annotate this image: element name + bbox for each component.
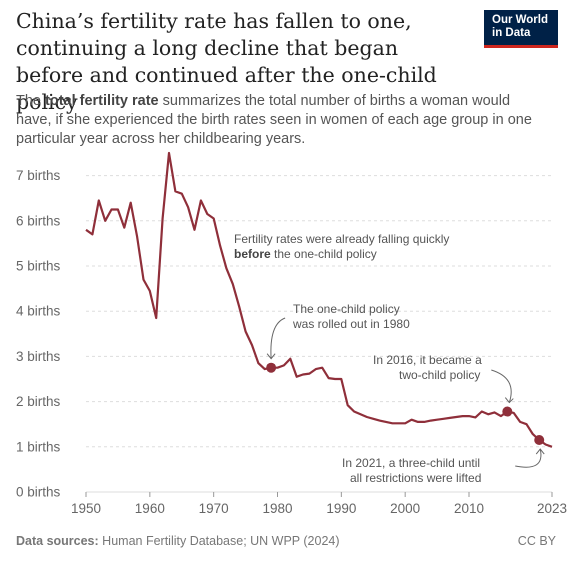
annotation-one-child-line1: The one-child policy	[293, 302, 400, 316]
y-axis-tick-labels: 0 births 1 births 2 births 3 births 4 births…	[16, 168, 61, 499]
annotation-before-line1: Fertility rates were already falling qui…	[234, 232, 449, 246]
x-tick-label: 2000	[390, 501, 420, 516]
chart-subtitle: The total fertility rate summarizes the …	[16, 92, 536, 149]
x-tick-label: 2023	[537, 501, 567, 516]
owid-logo[interactable]: Our World in Data	[484, 10, 558, 48]
y-tick-label: 4 births	[16, 304, 61, 319]
annotation-arrow	[504, 397, 514, 404]
grid-lines	[85, 175, 553, 497]
y-tick-label: 1 births	[16, 439, 61, 454]
highlight-marker[interactable]	[266, 362, 277, 373]
x-axis-tick-labels: 1950 1960 1970 1980 1990 2000 2010 2023	[71, 501, 567, 516]
annotation-arrow	[491, 369, 512, 403]
logo-line-1: Our World	[492, 14, 549, 26]
y-tick-label: 5 births	[16, 259, 61, 274]
annotation-two-child-line2: two-child policy	[399, 368, 480, 382]
highlight-marker[interactable]	[502, 406, 513, 417]
highlight-markers	[266, 362, 545, 446]
y-tick-label: 6 births	[16, 213, 61, 228]
sources-text[interactable]: Human Fertility Database; UN WPP (2024)	[102, 534, 340, 548]
annotation-arrow	[270, 317, 286, 359]
annotation-arrow	[535, 448, 545, 455]
annotation-arrow	[266, 353, 276, 360]
y-tick-label: 3 births	[16, 349, 61, 364]
sources-label: Data sources:	[16, 534, 99, 548]
annotation-one-child-line2: was rolled out in 1980	[292, 317, 410, 331]
x-tick-label: 2010	[454, 501, 484, 516]
annotation-before-line2: before the one-child policy	[234, 247, 377, 261]
subtitle-pre: The	[16, 93, 46, 109]
x-tick-label: 1980	[262, 501, 292, 516]
chart-footer: Data sources: Human Fertility Database; …	[16, 534, 556, 548]
series-line-fertility-rate[interactable]	[85, 151, 553, 448]
highlight-marker[interactable]	[534, 435, 545, 446]
annotation-three-child-line2: all restrictions were lifted	[350, 471, 481, 485]
annotation-two-child-line1: In 2016, it became a	[373, 353, 482, 367]
subtitle-bold: total fertility rate	[45, 93, 159, 109]
y-tick-label: 2 births	[16, 394, 61, 409]
y-tick-label: 7 births	[16, 168, 61, 183]
chart-title: China’s fertility rate has fallen to one…	[16, 9, 437, 114]
x-tick-label: 1960	[135, 501, 165, 516]
annotation-arrow	[515, 448, 542, 468]
subtitle-post: summarizes the total number of births a …	[16, 93, 532, 147]
x-tick-label: 1990	[326, 501, 356, 516]
license-label[interactable]: CC BY	[517, 534, 556, 548]
x-tick-label: 1950	[71, 501, 101, 516]
annotation-before-bold: before	[234, 247, 271, 261]
annotation-three-child-line1: In 2021, a three-child until	[342, 456, 480, 470]
annotation-arrows	[266, 317, 545, 468]
y-tick-label: 0 births	[16, 485, 61, 500]
annotation-before-rest: the one-child policy	[271, 247, 377, 261]
logo-line-2: in Data	[492, 27, 531, 39]
x-tick-label: 1970	[199, 501, 229, 516]
